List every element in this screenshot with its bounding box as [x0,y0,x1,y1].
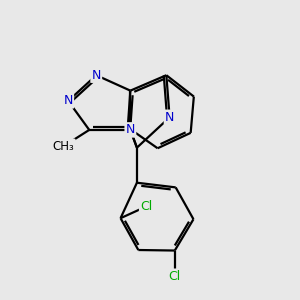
Text: N: N [165,111,174,124]
Text: N: N [64,94,73,107]
Text: Cl: Cl [169,270,181,283]
Text: N: N [92,69,101,82]
Text: Cl: Cl [140,200,152,213]
Text: N: N [126,123,135,136]
Text: CH₃: CH₃ [53,140,74,153]
